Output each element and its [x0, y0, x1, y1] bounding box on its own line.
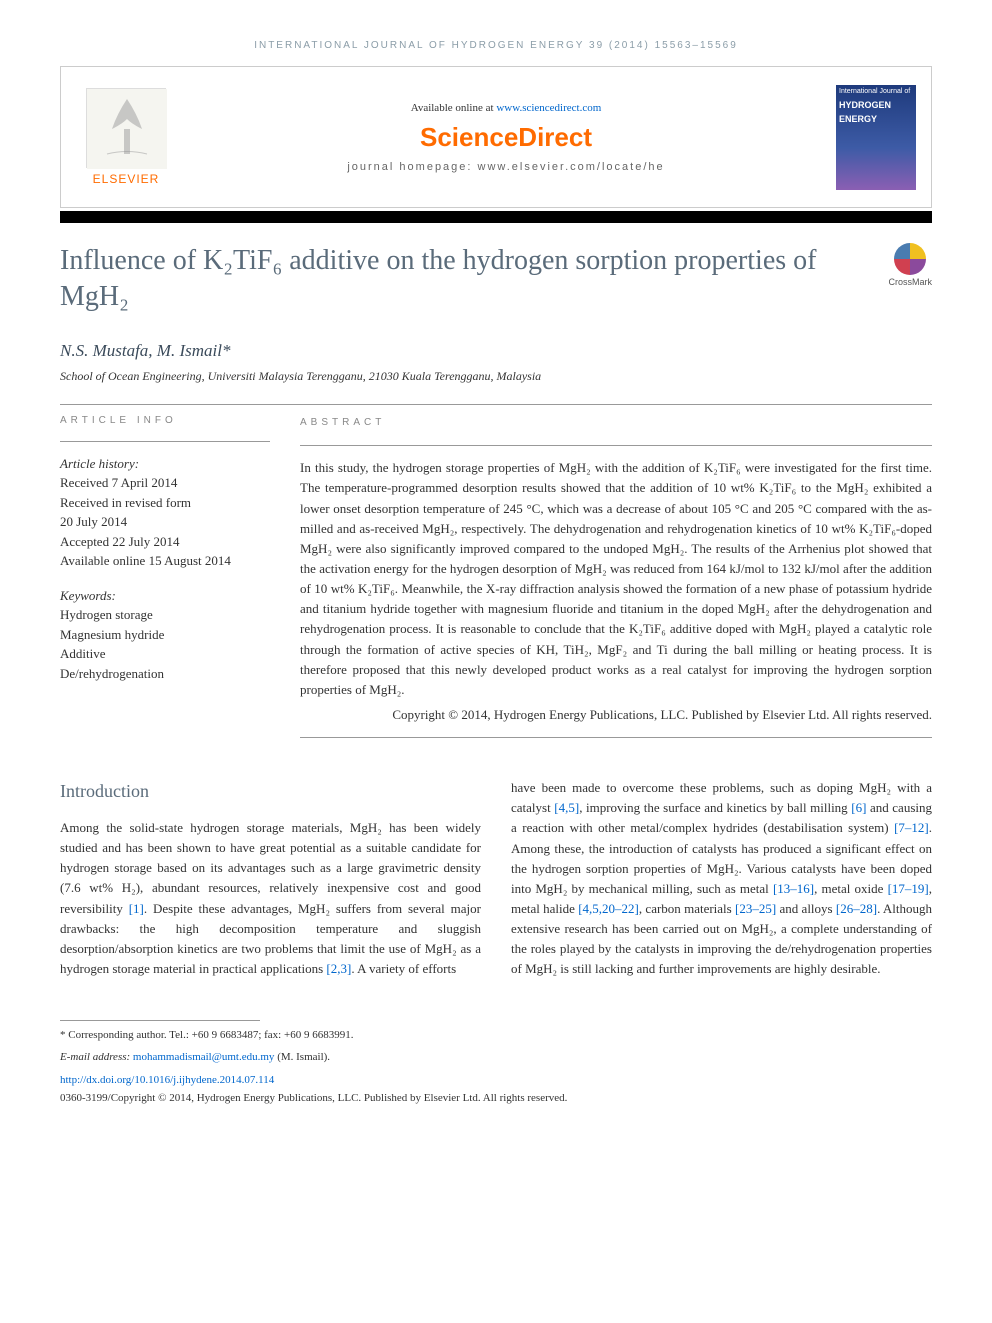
divider — [60, 404, 932, 405]
abstract: ABSTRACT In this study, the hydrogen sto… — [300, 415, 932, 738]
crossmark-badge[interactable]: CrossMark — [888, 243, 932, 287]
affiliation: School of Ocean Engineering, Universiti … — [60, 369, 932, 384]
article-title: Influence of K₂TiF₆ additive on the hydr… — [60, 243, 868, 316]
abstract-copyright: Copyright © 2014, Hydrogen Energy Public… — [300, 705, 932, 725]
abstract-label: ABSTRACT — [300, 415, 932, 431]
elsevier-logo[interactable]: ELSEVIER — [76, 82, 176, 192]
intro-text-1c: . A variety of efforts — [351, 961, 456, 976]
keyword-4: De/rehydrogenation — [60, 664, 270, 684]
ref-link-6[interactable]: [13–16] — [773, 881, 814, 896]
intro-text-2b: , improving the surface and kinetics by … — [579, 800, 851, 815]
crossmark-icon — [894, 243, 926, 275]
ref-link-10[interactable]: [26–28] — [836, 901, 877, 916]
cover-top-text: International Journal of — [836, 85, 916, 98]
ref-link-1[interactable]: [1] — [129, 901, 144, 916]
email-label: E-mail address: — [60, 1051, 133, 1063]
history-revised-2: 20 July 2014 — [60, 512, 270, 532]
history-received: Received 7 April 2014 — [60, 473, 270, 493]
intro-text-2g: , carbon materials — [639, 901, 735, 916]
header-bar: ELSEVIER Available online at www.science… — [60, 66, 932, 208]
copyright-line: 0360-3199/Copyright © 2014, Hydrogen Ene… — [60, 1092, 932, 1104]
intro-paragraph-1: Among the solid-state hydrogen storage m… — [60, 818, 481, 979]
keyword-1: Hydrogen storage — [60, 605, 270, 625]
introduction-heading: Introduction — [60, 778, 481, 806]
doi-line: http://dx.doi.org/10.1016/j.ijhydene.201… — [60, 1072, 932, 1089]
elsevier-tree-icon — [86, 88, 166, 168]
body-columns: Introduction Among the solid-state hydro… — [60, 778, 932, 979]
keywords-title: Keywords: — [60, 586, 270, 606]
sciencedirect-logo[interactable]: ScienceDirect — [176, 122, 836, 153]
authors: N.S. Mustafa, M. Ismail* — [60, 341, 932, 361]
history-accepted: Accepted 22 July 2014 — [60, 532, 270, 552]
intro-paragraph-2: have been made to overcome these problem… — [511, 778, 932, 979]
article-info-label: ARTICLE INFO — [60, 415, 270, 426]
available-text: Available online at — [411, 102, 497, 114]
column-right: have been made to overcome these problem… — [511, 778, 932, 979]
footer-divider — [60, 1020, 260, 1021]
title-row: Influence of K₂TiF₆ additive on the hydr… — [60, 243, 932, 316]
separator-bar — [60, 211, 932, 223]
history-title: Article history: — [60, 454, 270, 474]
available-online: Available online at www.sciencedirect.co… — [176, 102, 836, 114]
history-revised-1: Received in revised form — [60, 493, 270, 513]
ref-link-2[interactable]: [2,3] — [326, 961, 351, 976]
journal-reference: INTERNATIONAL JOURNAL OF HYDROGEN ENERGY… — [60, 40, 932, 51]
journal-cover[interactable]: International Journal of HYDROGEN ENERGY — [836, 85, 916, 190]
history-online: Available online 15 August 2014 — [60, 551, 270, 571]
ref-link-5[interactable]: [7–12] — [894, 820, 929, 835]
email-suffix: (M. Ismail). — [274, 1051, 330, 1063]
corresponding-author: * Corresponding author. Tel.: +60 9 6683… — [60, 1027, 932, 1044]
cover-title-2: ENERGY — [836, 112, 916, 126]
ref-link-7[interactable]: [17–19] — [888, 881, 929, 896]
email-line: E-mail address: mohammadismail@umt.edu.m… — [60, 1049, 932, 1066]
intro-text-2e: , metal oxide — [814, 881, 887, 896]
ref-link-8[interactable]: [4,5,20–22] — [578, 901, 639, 916]
crossmark-label: CrossMark — [888, 277, 932, 287]
abstract-text: In this study, the hydrogen storage prop… — [300, 458, 932, 700]
ref-link-9[interactable]: [23–25] — [735, 901, 776, 916]
article-history: Article history: Received 7 April 2014 R… — [60, 454, 270, 571]
keywords-block: Keywords: Hydrogen storage Magnesium hyd… — [60, 586, 270, 684]
journal-homepage[interactable]: journal homepage: www.elsevier.com/locat… — [176, 161, 836, 173]
article-info: ARTICLE INFO Article history: Received 7… — [60, 415, 270, 738]
header-center: Available online at www.sciencedirect.co… — [176, 102, 836, 173]
elsevier-label: ELSEVIER — [93, 172, 160, 186]
keyword-2: Magnesium hydride — [60, 625, 270, 645]
cover-title-1: HYDROGEN — [836, 98, 916, 112]
ref-link-4[interactable]: [6] — [851, 800, 866, 815]
intro-text-2h: and alloys — [776, 901, 836, 916]
doi-link[interactable]: http://dx.doi.org/10.1016/j.ijhydene.201… — [60, 1074, 274, 1086]
sciencedirect-link[interactable]: www.sciencedirect.com — [496, 102, 601, 114]
ref-link-3[interactable]: [4,5] — [554, 800, 579, 815]
email-link[interactable]: mohammadismail@umt.edu.my — [133, 1051, 275, 1063]
info-abstract-row: ARTICLE INFO Article history: Received 7… — [60, 415, 932, 738]
keyword-3: Additive — [60, 644, 270, 664]
column-left: Introduction Among the solid-state hydro… — [60, 778, 481, 979]
